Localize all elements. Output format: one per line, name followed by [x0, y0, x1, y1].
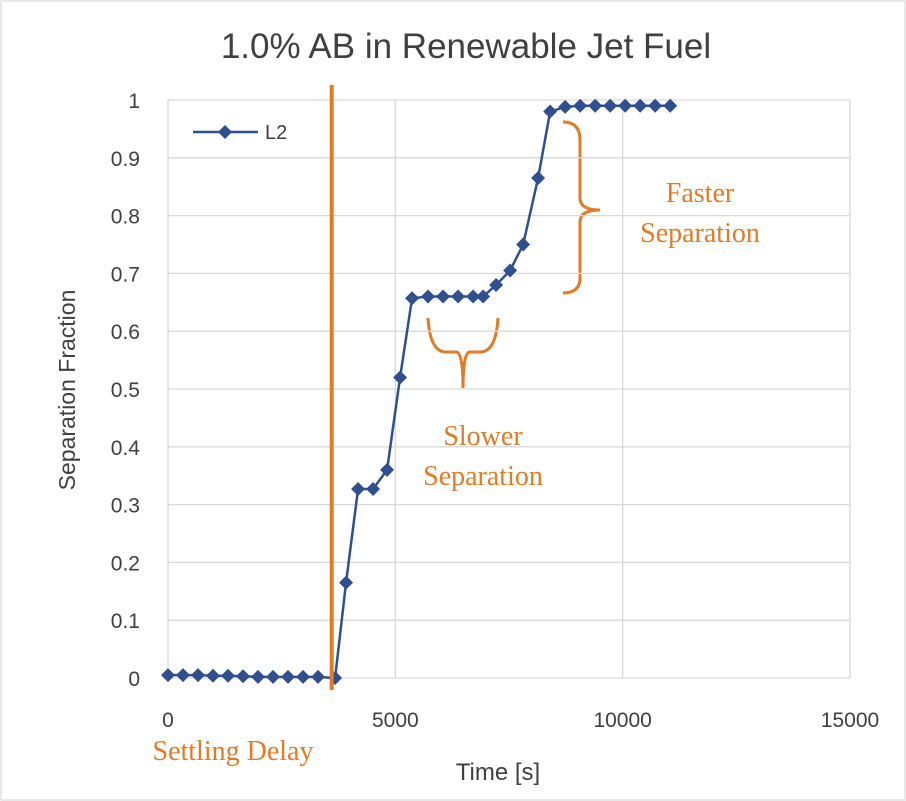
data-point	[366, 481, 381, 496]
x-tick-label: 0	[162, 709, 174, 732]
y-tick-label: 0.7	[111, 263, 140, 286]
legend-label: L2	[265, 122, 287, 144]
data-point	[191, 668, 206, 683]
data-point	[436, 289, 451, 304]
data-point	[176, 668, 191, 683]
y-tick-label: 1	[128, 90, 140, 113]
data-point	[351, 481, 366, 496]
settling-label: Settling Delay	[153, 736, 314, 767]
data-point	[393, 370, 408, 385]
data-point	[466, 289, 481, 304]
y-tick-label: 0.5	[111, 379, 140, 402]
data-point	[281, 669, 296, 684]
data-point	[339, 575, 354, 590]
y-tick-label: 0.4	[111, 437, 141, 460]
x-tick-label: 5000	[372, 709, 419, 732]
data-point	[503, 263, 518, 278]
data-point	[380, 462, 395, 477]
data-point	[236, 669, 251, 684]
y-tick-label: 0.2	[111, 552, 140, 575]
faster-brace	[562, 120, 601, 295]
y-tick-label: 0.8	[111, 206, 140, 229]
data-point	[161, 668, 175, 683]
x-tick-label: 15000	[821, 709, 879, 732]
y-tick-label: 0.1	[111, 610, 140, 633]
annotation: Separation	[423, 461, 543, 492]
y-tick-label: 0.9	[111, 148, 140, 171]
annotation: Faster	[666, 178, 735, 209]
y-axis-label: Separation Fraction	[54, 290, 80, 491]
data-point	[558, 99, 573, 114]
data-point	[603, 98, 618, 113]
data-point	[573, 98, 588, 113]
data-point	[648, 98, 663, 113]
data-point	[311, 669, 326, 684]
data-point	[618, 98, 633, 113]
data-point	[489, 277, 504, 292]
data-point	[421, 289, 436, 304]
x-axis-label: Time [s]	[456, 759, 540, 786]
chart-title: 1.0% AB in Renewable Jet Fuel	[221, 27, 711, 66]
data-point	[206, 668, 221, 683]
data-point	[543, 104, 558, 119]
y-tick-label: 0.6	[111, 321, 140, 344]
legend-marker	[218, 125, 232, 139]
data-point	[296, 669, 311, 684]
data-point	[531, 171, 546, 186]
y-tick-label: 0.3	[111, 495, 140, 518]
annotation: Separation	[640, 218, 760, 249]
data-point	[516, 237, 531, 252]
data-point	[663, 98, 678, 113]
slower-brace	[426, 317, 500, 389]
data-point	[451, 289, 466, 304]
data-point	[266, 669, 281, 684]
data-point	[588, 98, 603, 113]
data-point	[251, 669, 266, 684]
data-point	[476, 289, 491, 304]
y-tick-label: 0	[128, 668, 140, 691]
data-point	[405, 291, 420, 306]
data-point	[221, 668, 236, 683]
x-tick-label: 10000	[593, 709, 651, 732]
data-point	[633, 98, 648, 113]
annotation: Slower	[443, 421, 523, 452]
